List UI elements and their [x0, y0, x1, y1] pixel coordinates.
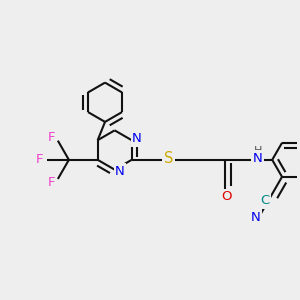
- Text: F: F: [48, 176, 55, 189]
- Text: N: N: [251, 211, 260, 224]
- Text: S: S: [164, 151, 173, 166]
- Text: N: N: [132, 132, 142, 145]
- Text: N: N: [115, 165, 125, 178]
- Text: F: F: [36, 153, 43, 166]
- Text: N: N: [253, 152, 262, 165]
- Text: C: C: [260, 194, 269, 208]
- Text: O: O: [221, 190, 232, 203]
- Text: F: F: [48, 130, 55, 144]
- Text: H: H: [254, 146, 262, 156]
